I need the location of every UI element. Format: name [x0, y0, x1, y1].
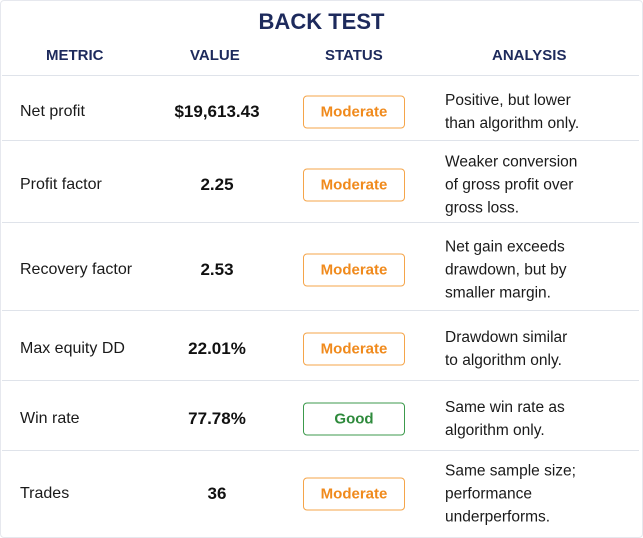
value-cell: 77.78% [188, 409, 246, 428]
analysis-line: drawdown, but by [445, 261, 567, 279]
metric-cell: Max equity DD [20, 340, 125, 357]
analysis-line: algorithm only. [445, 422, 545, 439]
analysis-line: gross loss. [445, 199, 520, 217]
table-row: Trades 36 Moderate Same sample size; perform… [2, 450, 639, 531]
metric-cell: Recovery factor [20, 261, 133, 278]
analysis-cell: Positive, but lower than algorithm only. [445, 89, 579, 135]
value-cell: 2.25 [200, 175, 234, 194]
value-cell: $19,613.43 [174, 101, 260, 121]
status-badge: Good [303, 402, 405, 436]
analysis-cell: Same win rate as algorithm only. [445, 396, 565, 442]
analysis-cell: Same sample size; performance underperform… [445, 460, 576, 529]
analysis-line: Positive, but lower [445, 91, 571, 109]
value-cell: 36 [207, 484, 227, 503]
metric-cell: Net profit [20, 102, 85, 120]
table-row: Net profit $19,613.43 Moderate Positive, bu… [2, 75, 639, 141]
analysis-cell: Net gain exceeds drawdown, but by smaller … [445, 236, 567, 305]
analysis-line: Weaker conversion [445, 153, 578, 171]
value-cell: 22.01% [188, 339, 246, 358]
metric-cell: Trades [20, 485, 70, 502]
analysis-line: Drawdown similar [445, 329, 568, 346]
header-analysis: ANALYSIS [492, 47, 567, 64]
analysis-line: performance [445, 485, 533, 503]
status-badge: Moderate [303, 253, 405, 287]
metric-cell: Profit factor [20, 176, 102, 193]
status-badge: Moderate [303, 332, 405, 366]
table-row: Recovery factor 2.53 Moderate Net gain exce… [2, 222, 639, 311]
analysis-line: Net gain exceeds [445, 238, 565, 256]
value-cell: 2.53 [200, 260, 234, 279]
analysis-line: Same win rate as [445, 399, 565, 416]
analysis-line: Same sample size; [445, 462, 576, 480]
table-row: Profit factor 2.25 Moderate Weaker conversi… [2, 140, 639, 223]
analysis-line: than algorithm only. [445, 114, 580, 132]
title: BACK TEST [258, 9, 385, 34]
analysis-cell: Weaker conversion of gross profit over gro… [445, 151, 577, 220]
metric-cell: Win rate [20, 410, 80, 427]
table-row: Win rate 77.78% Good Same win rate as algori… [2, 380, 639, 451]
header-metric: METRIC [46, 47, 104, 64]
analysis-line: smaller margin. [445, 284, 551, 302]
analysis-line: of gross profit over [445, 176, 574, 194]
status-badge: Moderate [303, 477, 405, 511]
status-badge: Moderate [303, 95, 405, 128]
table-row: Max equity DD 22.01% Moderate Drawdown simi… [2, 310, 639, 381]
analysis-line: to algorithm only. [445, 352, 562, 369]
analysis-line: underperforms. [445, 508, 551, 526]
analysis-cell: Drawdown similar to algorithm only. [445, 326, 567, 372]
header-status: STATUS [325, 47, 383, 64]
header-value: VALUE [190, 47, 240, 64]
status-badge: Moderate [303, 168, 405, 202]
